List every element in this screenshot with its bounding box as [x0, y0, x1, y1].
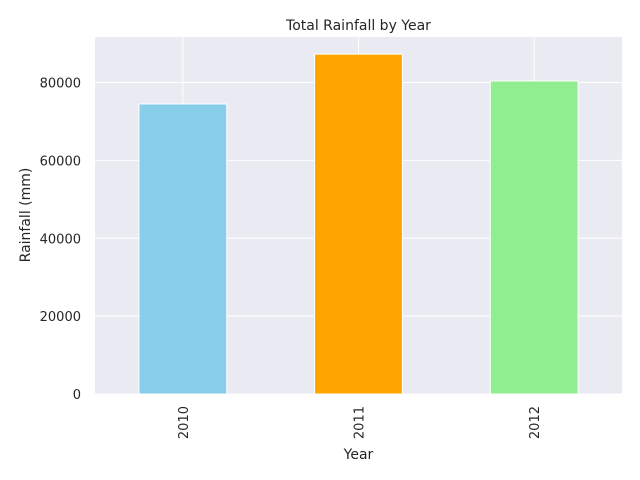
- bars: [138, 53, 579, 395]
- x-tick-label: 2012: [528, 406, 543, 439]
- bar-2010: [138, 103, 228, 395]
- y-tick-label: 60000: [40, 154, 81, 169]
- x-axis-label: Year: [343, 447, 374, 463]
- x-tick-label: 2010: [177, 406, 192, 439]
- y-tick-label: 20000: [40, 310, 81, 325]
- y-axis-label: Rainfall (mm): [18, 168, 34, 263]
- y-tick-label: 0: [73, 388, 81, 403]
- y-tick-label: 40000: [40, 232, 81, 247]
- chart-title: Total Rainfall by Year: [285, 18, 431, 34]
- y-tick-label: 80000: [40, 77, 81, 92]
- bar-2012: [489, 80, 579, 395]
- x-tick-labels: 2010 2011 2012: [177, 406, 543, 439]
- y-tick-labels: 0 20000 40000 60000 80000: [40, 77, 81, 403]
- x-tick-label: 2011: [353, 406, 368, 439]
- bar-2011: [314, 53, 403, 395]
